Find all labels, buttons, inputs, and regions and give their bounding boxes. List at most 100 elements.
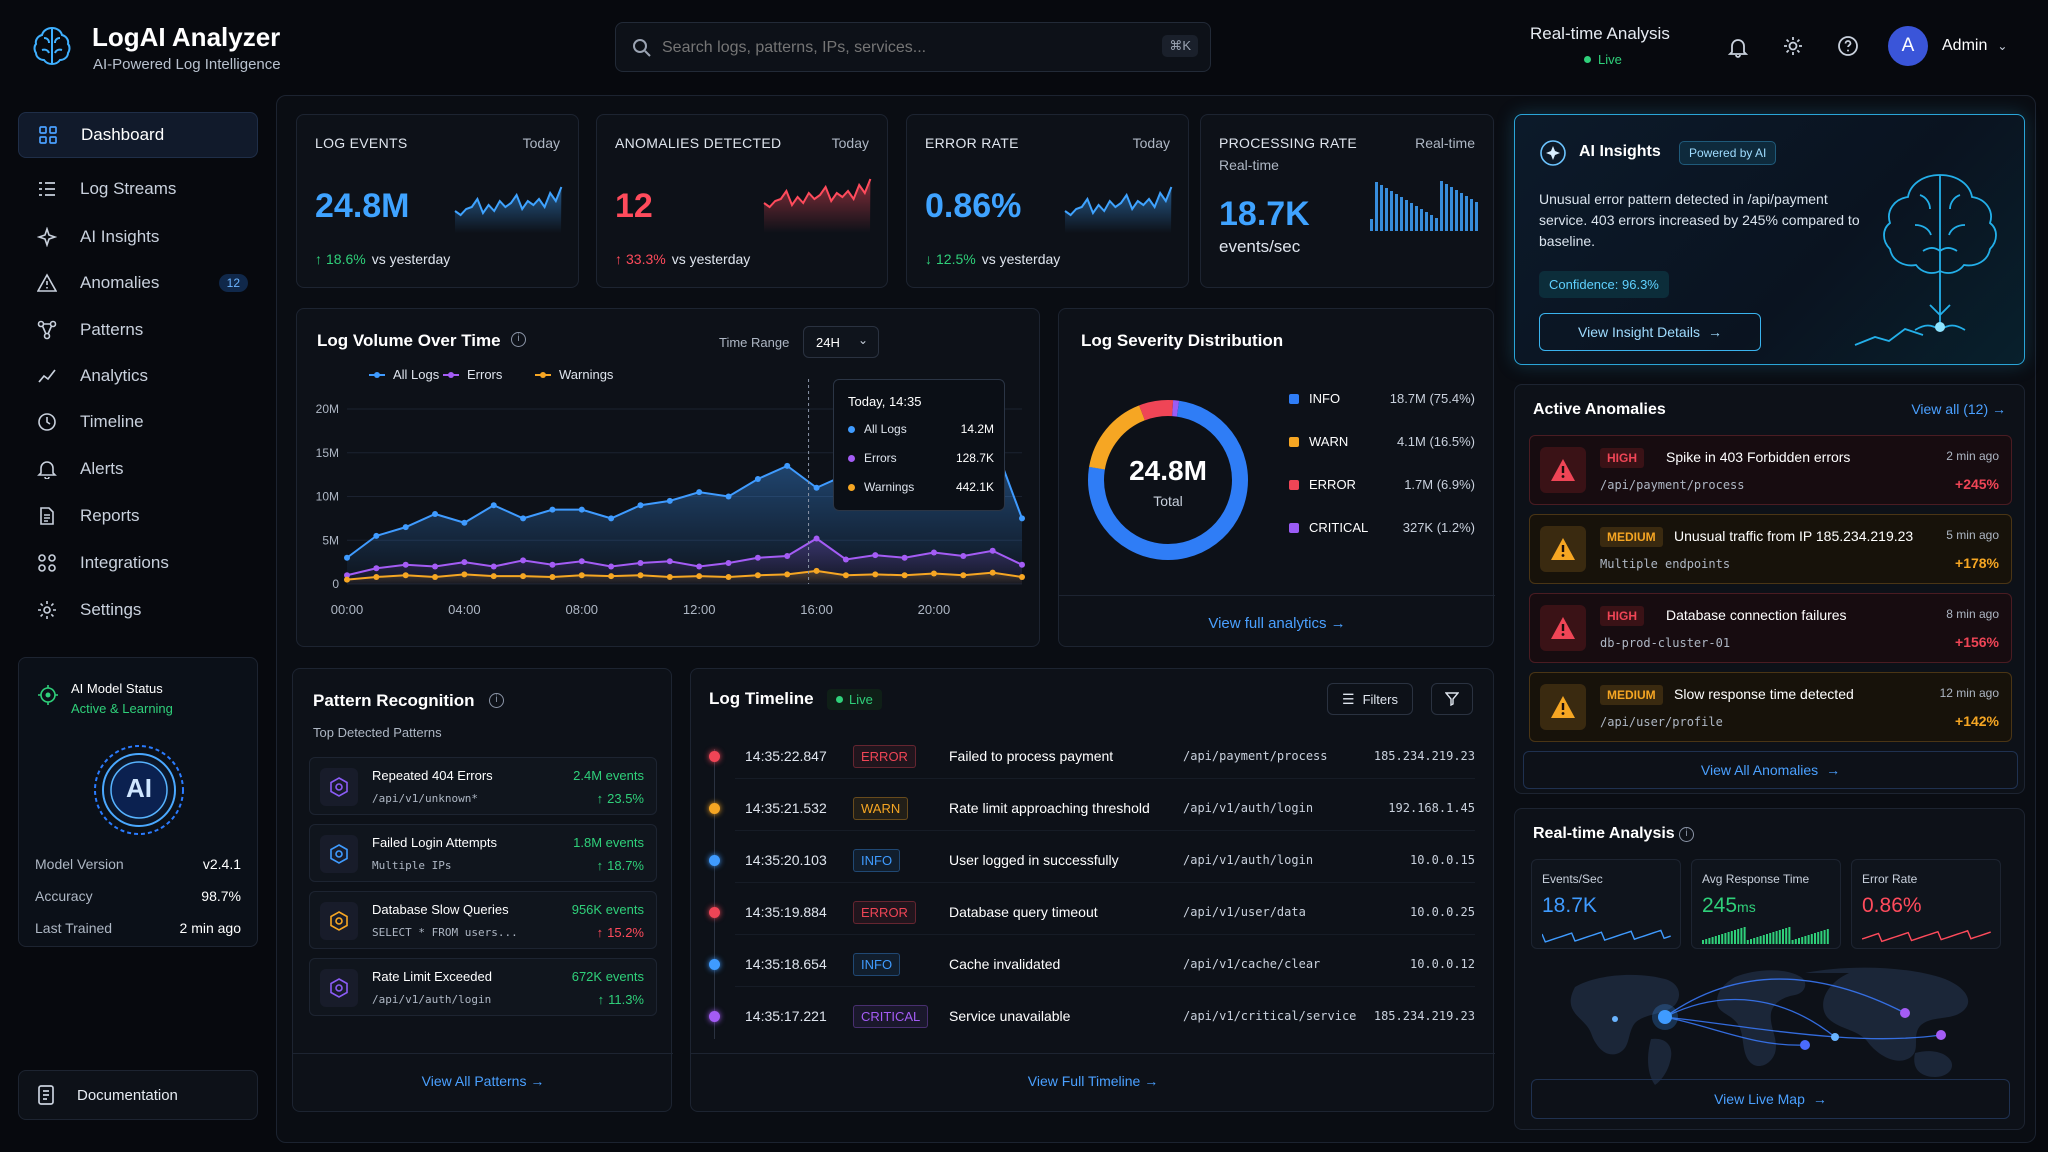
timeline-row[interactable]: 14:35:21.532 WARN Rate limit approaching t… [691,787,1495,831]
realtime-stat-card: Error Rate 0.86% [1851,859,2001,949]
search-bar[interactable]: ⌘K [615,22,1211,72]
sidebar-item-analytics[interactable]: Analytics [18,353,258,399]
data-point [490,563,497,570]
data-point [666,574,673,580]
pattern-name: Failed Login Attempts [372,835,498,850]
documentation-link[interactable]: Documentation [18,1070,258,1120]
search-icon [633,39,651,57]
view-live-map-button[interactable]: View Live Map → [1531,1079,2010,1119]
chevron-down-icon: ⌄ [1997,39,2008,53]
sidebar-item-log-streams[interactable]: Log Streams [18,166,258,212]
sidebar-item-settings[interactable]: Settings [18,587,258,633]
sidebar-item-patterns[interactable]: Patterns [18,307,258,353]
model-accuracy-label: Accuracy [35,888,93,904]
app-name: LogAI Analyzer [92,22,281,52]
log-path: /api/v1/auth/login [1183,801,1314,815]
data-point [637,572,644,579]
anomaly-item[interactable]: MEDIUM Unusual traffic from IP 185.234.21… [1529,514,2012,584]
y-tick-label: 0 [332,577,339,591]
analytics-icon [34,363,60,389]
severity-legend-row: ERROR 1.7M (6.9%) [1289,477,1475,492]
log-ip: 192.168.1.45 [1388,801,1475,815]
document-icon [34,503,60,529]
timeline-row[interactable]: 14:35:18.654 INFO Cache invalidated/api/v1… [691,943,1495,987]
log-ip: 10.0.0.25 [1409,905,1475,919]
log-message: Service unavailable [949,1008,1071,1024]
user-menu[interactable]: A Admin ⌄ [1888,26,2007,66]
timeline-row[interactable]: 14:35:22.847 ERROR Failed to process payme… [691,735,1495,779]
view-insight-details-button[interactable]: View Insight Details → [1539,313,1761,351]
legend-item-warnings[interactable]: Warnings [535,367,614,382]
gear-icon[interactable] [1782,35,1804,57]
filters-button[interactable]: ☰ Filters [1327,683,1413,715]
sidebar-item-dashboard[interactable]: Dashboard [18,112,258,158]
anomalies-view-all-link[interactable]: View all (12) → [1911,401,2006,417]
data-point [872,571,879,578]
view-all-anomalies-button[interactable]: View All Anomalies → [1523,751,2018,789]
pattern-item[interactable]: Rate Limit Exceeded/api/v1/auth/login 672… [309,958,657,1016]
data-point [402,561,409,568]
anomaly-title: Slow response time detected [1674,686,1854,702]
sidebar-item-ai-insights[interactable]: AI Insights [18,214,258,260]
sidebar-item-reports[interactable]: Reports [18,493,258,539]
kpi-sparkline [1370,181,1478,231]
sidebar-item-anomalies[interactable]: Anomalies 12 [18,260,258,306]
view-full-timeline-link[interactable]: View Full Timeline → [1027,1073,1159,1089]
pattern-item[interactable]: Failed Login Attempts Multiple IPs 1.8M ev… [309,824,657,882]
stat-value: 245ms [1702,894,1756,917]
pattern-count: 2.4M events [573,768,644,783]
anomaly-icon-box [1540,684,1586,730]
x-tick-label: 16:00 [800,602,833,617]
filter-funnel-button[interactable] [1431,683,1473,715]
kpi-value: 12 [615,187,653,225]
kpi-period: Real-time [1415,135,1475,151]
ai-sparkle-icon [1540,140,1566,166]
anomaly-item[interactable]: HIGH Database connection failures db-prod-… [1529,593,2012,663]
pattern-detail: /api/v1/unknown* [372,792,478,805]
data-point [989,569,996,576]
app-header: LogAI Analyzer AI-Powered Log Intelligen… [0,0,2048,92]
legend-item-all-logs[interactable]: All Logs [369,367,440,382]
y-tick-label: 10M [316,490,339,504]
timeline-row[interactable]: 14:35:20.103 INFO User logged in successfu… [691,839,1495,883]
info-icon[interactable]: i [489,693,504,708]
view-full-analytics-link[interactable]: View full analytics → [1208,615,1346,632]
pattern-item[interactable]: Database Slow Queries SELECT * FROM users… [309,891,657,949]
time-range-select[interactable]: 24H ⌄ [803,326,879,358]
anomalies-title: Active Anomalies [1533,401,1666,418]
log-ip: 185.234.219.23 [1373,749,1475,763]
arrow-up-icon: ↑ [315,251,322,267]
x-tick-label: 20:00 [918,602,951,617]
tooltip-row: Errors 128.7K [848,451,994,465]
timeline-row[interactable]: 14:35:17.221 CRITICAL Service unavailable /… [691,995,1495,1039]
help-icon[interactable] [1837,35,1859,57]
pattern-name: Database Slow Queries [372,902,509,917]
data-point [754,476,761,482]
info-icon[interactable]: i [511,332,526,347]
legend-label: All Logs [393,367,440,382]
search-input[interactable] [662,35,1122,61]
pattern-item[interactable]: Repeated 404 Errors/api/v1/unknown* 2.4M … [309,757,657,815]
row-divider [735,778,1475,779]
pattern-icon-box [320,902,358,940]
legend-item-errors[interactable]: Errors [443,367,503,382]
arrow-up-icon: ↑ [597,992,605,1007]
timeline-row[interactable]: 14:35:19.884 ERROR Database query timeout /… [691,891,1495,935]
info-icon[interactable]: i [1679,827,1694,842]
sidebar-item-label: Analytics [80,366,149,385]
anomaly-item[interactable]: MEDIUM Slow response time detected/api/us… [1529,672,2012,742]
anomaly-item[interactable]: HIGH Spike in 403 Forbidden errors/api/pa… [1529,435,2012,505]
view-all-patterns-link[interactable]: View All Patterns → [421,1073,545,1089]
row-divider [735,934,1475,935]
pattern-name: Rate Limit Exceeded [372,969,492,984]
ai-model-status-card: AI Model Status Active & Learning AI Mod… [18,657,258,947]
bell-icon[interactable] [1727,36,1749,58]
data-point [373,565,380,572]
documentation-icon [38,1085,54,1105]
stat-sparkline [1862,929,1991,943]
sidebar-item-alerts[interactable]: Alerts [18,446,258,492]
severity-badge: MEDIUM [1600,527,1663,547]
sidebar-item-integrations[interactable]: Integrations [18,540,258,586]
pattern-count: 956K events [571,902,644,917]
sidebar-item-timeline[interactable]: Timeline [18,399,258,445]
